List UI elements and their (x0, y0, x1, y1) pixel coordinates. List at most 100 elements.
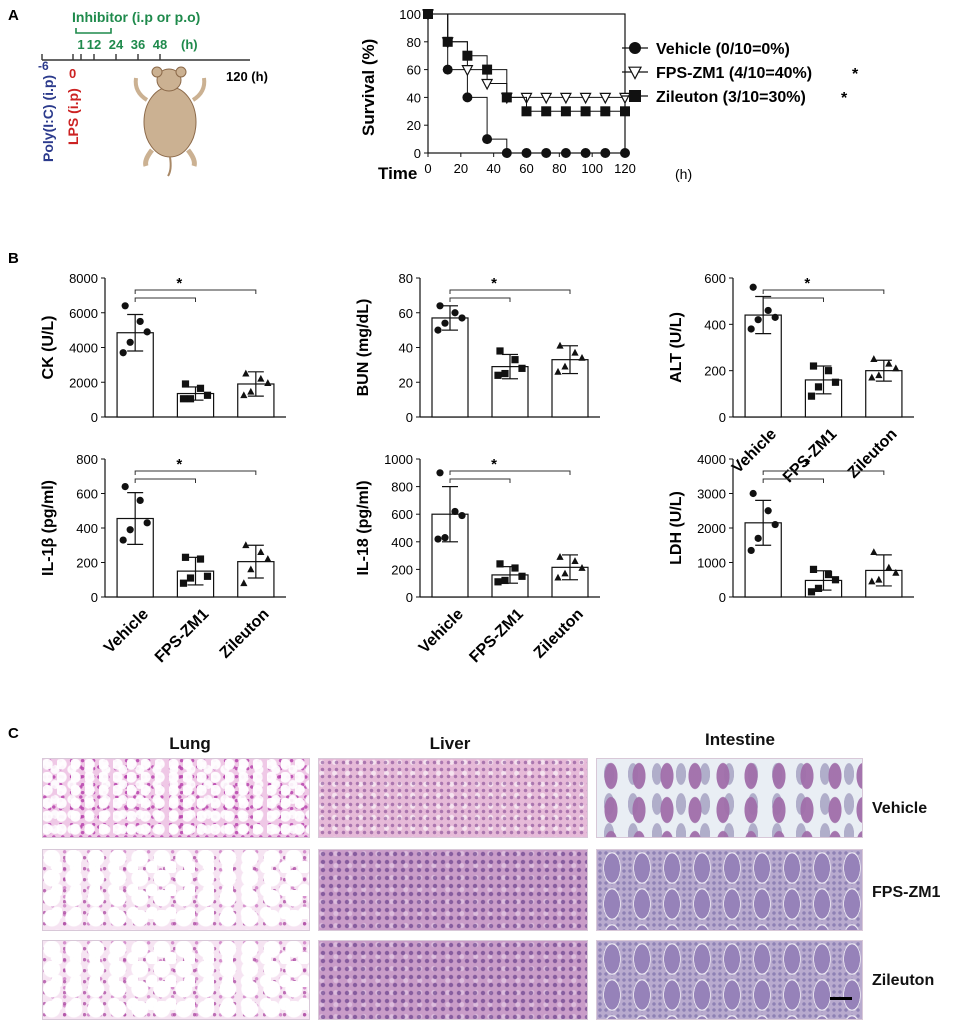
survival-ytick-label: 20 (407, 118, 421, 133)
survival-xlabel: Time (378, 164, 417, 183)
data-point (831, 378, 840, 386)
survival-point (482, 64, 493, 75)
inhibitor-tick-group: 1 12 24 36 48 (h) (77, 37, 197, 52)
data-point (441, 534, 449, 542)
legend-label: Zileuton (3/10=30%) (656, 89, 806, 106)
significance-star: * (841, 90, 848, 107)
inhibitor-tick: 36 (131, 37, 145, 52)
data-point (754, 534, 762, 542)
data-point (571, 348, 579, 356)
y-axis-label: LDH (U/L) (668, 491, 685, 565)
data-point (126, 526, 134, 534)
category-label: Zileuton (217, 606, 273, 662)
ytick-label: 8000 (69, 271, 98, 286)
lps-tick: 0 (69, 66, 76, 81)
survival-point (462, 50, 473, 61)
survival-x-unit: (h) (675, 166, 692, 182)
ytick-label: 200 (391, 562, 413, 577)
data-point (121, 302, 129, 310)
data-point (181, 553, 190, 561)
survival-line-2 (428, 13, 625, 112)
survival-ytick-label: 80 (407, 35, 421, 50)
data-point (494, 371, 502, 379)
inhibitor-tick: 12 (87, 37, 101, 52)
data-point (875, 371, 883, 379)
survival-point (600, 106, 611, 117)
significance-bracket (762, 478, 824, 483)
data-point (264, 555, 272, 562)
survival-point (579, 92, 592, 105)
survival-point (620, 148, 630, 158)
significance-bracket (762, 297, 824, 302)
data-point (747, 546, 755, 555)
survival-point (541, 106, 552, 117)
survival-point (580, 106, 591, 117)
histology-liver-vehicle (318, 758, 588, 838)
survival-ytick-label: 0 (414, 146, 421, 161)
data-point (242, 541, 250, 549)
data-point (561, 569, 569, 577)
significance-star: * (491, 456, 497, 473)
category-label: Zileuton (845, 426, 901, 482)
bar-chart-il18: 0 200 400 600 800 1000 IL-18 (pg/ml) * Vehicle FP… (355, 452, 600, 666)
data-point (436, 469, 444, 477)
data-point (143, 519, 151, 527)
survival-point (600, 148, 611, 158)
survival-point (560, 106, 571, 117)
ytick-label: 0 (719, 590, 726, 605)
survival-ylabel: Survival (%) (359, 39, 378, 136)
y-axis-label: IL-1β (pg/ml) (40, 480, 57, 576)
ytick-label: 0 (719, 410, 726, 425)
bar (116, 517, 154, 598)
ytick-label: 6000 (69, 306, 98, 321)
data-point (119, 349, 127, 357)
data-point (247, 565, 255, 573)
survival-point (620, 106, 630, 117)
survival-point (559, 92, 572, 105)
data-point (186, 574, 195, 582)
column-title-lung: Lung (169, 734, 211, 753)
category-label: Zileuton (531, 606, 587, 662)
data-point (747, 325, 755, 333)
data-point (807, 392, 816, 400)
survival-point (442, 36, 453, 47)
data-point (868, 373, 876, 381)
column-title-liver: Liver (429, 734, 471, 753)
category-label: Vehicle (101, 606, 152, 657)
data-point (501, 576, 509, 585)
panel-label-a: A (8, 7, 19, 24)
data-point (554, 573, 562, 581)
ytick-label: 0 (406, 410, 413, 425)
ytick-label: 600 (391, 507, 413, 522)
ytick-label: 60 (399, 306, 413, 321)
survival-point (461, 64, 474, 77)
significance-bracket (762, 470, 885, 475)
row-label-zileuton: Zileuton (872, 972, 935, 989)
data-point (257, 548, 265, 556)
end-tick: 120 (h) (226, 69, 268, 84)
ytick-label: 20 (399, 375, 413, 390)
data-point (240, 391, 248, 399)
ytick-label: 200 (76, 556, 98, 571)
data-point (556, 553, 564, 560)
data-point (807, 588, 816, 596)
data-point (554, 367, 562, 375)
y-axis-label: CK (U/L) (40, 316, 57, 380)
ytick-label: 40 (399, 341, 413, 356)
data-point (578, 353, 586, 361)
bar-chart-ck: 0 2000 4000 6000 8000 CK (U/L) * (40, 271, 286, 425)
histology-intestine-zileuton (596, 940, 863, 1020)
significance-bracket (449, 289, 571, 294)
ytick-label: 0 (91, 590, 98, 605)
data-point (441, 319, 449, 327)
data-point (809, 362, 818, 370)
survival-xtick-label: 120 (614, 161, 636, 176)
data-point (196, 384, 205, 392)
ytick-label: 0 (406, 590, 413, 605)
data-point (179, 579, 188, 587)
survival-legend: Vehicle (0/10=0%) FPS-ZM1 (4/10=40%) Zileu… (622, 41, 859, 107)
data-point (240, 579, 248, 587)
data-point (434, 326, 442, 334)
data-point (496, 560, 504, 568)
